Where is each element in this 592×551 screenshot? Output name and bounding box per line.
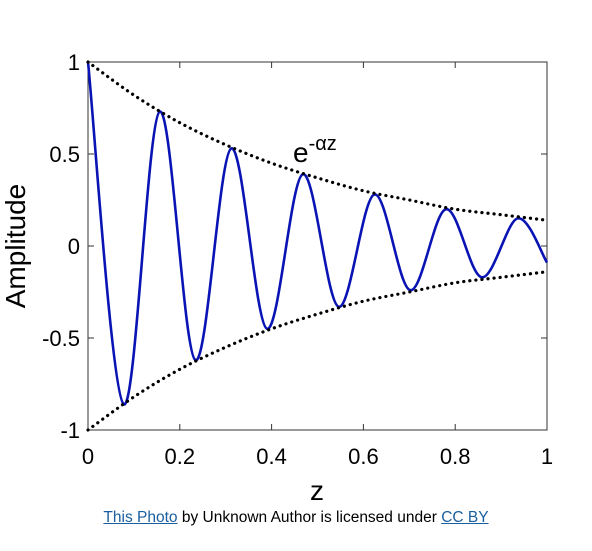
x-tick-label: 0.6 (348, 444, 379, 469)
x-tick-label: 0.8 (440, 444, 471, 469)
y-tick-label: -0.5 (42, 326, 80, 351)
x-tick-label: 1 (541, 444, 553, 469)
y-tick-label: 0 (68, 234, 80, 259)
y-axis-title: Amplitude (0, 184, 31, 309)
annotation-base: e (293, 137, 309, 168)
x-tick-labels: 0 0.2 0.4 0.6 0.8 1 (82, 444, 553, 469)
annotation-envelope: e-αz (293, 133, 337, 168)
wave-line (86, 61, 549, 406)
envelope-line (86, 60, 549, 222)
envelope-line (86, 270, 549, 432)
series-group (86, 60, 549, 432)
y-tick-label: 1 (68, 50, 80, 75)
y-tick-label: -1 (60, 418, 80, 443)
x-tick-label: 0.4 (256, 444, 287, 469)
chart: 0 0.2 0.4 0.6 0.8 1 1 0.5 0 -0.5 -1 e-αz z Amplit… (0, 50, 553, 506)
x-axis-title: z (310, 475, 324, 506)
attribution: This Photo by Unknown Author is licensed… (0, 509, 592, 527)
y-tick-label: 0.5 (49, 142, 80, 167)
x-tick-label: 0.2 (165, 444, 196, 469)
y-tick-labels: 1 0.5 0 -0.5 -1 (42, 50, 80, 443)
attribution-text: by Unknown Author is licensed under (177, 509, 442, 526)
photo-link[interactable]: This Photo (103, 509, 178, 526)
x-tick-label: 0 (82, 444, 94, 469)
license-link[interactable]: CC BY (441, 509, 489, 526)
annotation-exponent: -αz (309, 133, 337, 155)
